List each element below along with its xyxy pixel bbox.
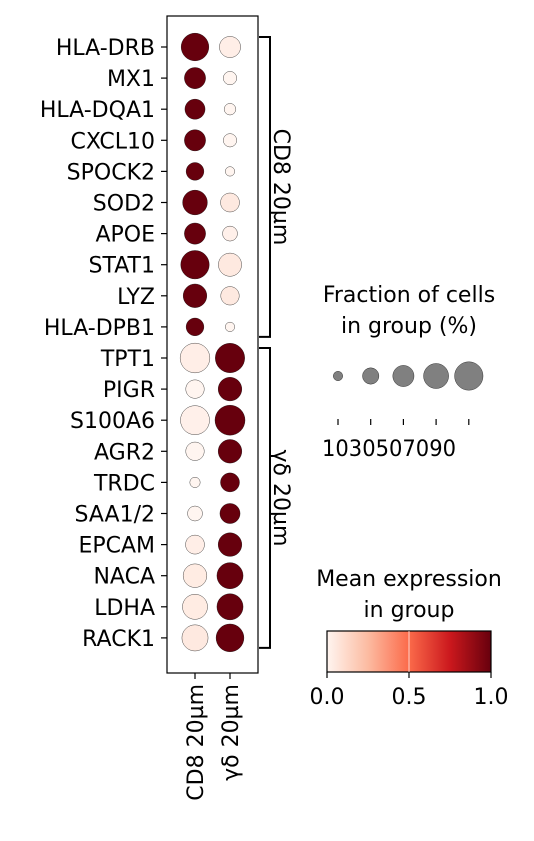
bracket-1	[259, 347, 271, 649]
dot-trdc-1	[220, 472, 240, 493]
size-legend-labels: 1030507090	[322, 437, 456, 462]
dot-naca-0	[183, 563, 207, 588]
gene-label: SOD2	[93, 192, 155, 217]
gene-label: EPCAM	[78, 534, 155, 559]
dot-epcam-1	[218, 532, 242, 557]
dot-hla-dpb1-1	[225, 321, 235, 332]
dot-stat1-0	[180, 250, 210, 280]
dot-hla-dqa1-1	[224, 103, 236, 116]
size-legend-dot	[333, 371, 343, 381]
group-label: γδ 20µm	[219, 684, 244, 781]
colorbar-tick-label: 1.0	[474, 685, 509, 710]
gene-label: HLA-DQA1	[40, 98, 155, 123]
gene-label: S100A6	[70, 409, 155, 434]
dot-pigr-1	[218, 377, 242, 402]
size-legend-title-line1: Fraction of cells	[323, 283, 495, 308]
dot-sod2-1	[220, 192, 240, 213]
gene-label: SPOCK2	[67, 160, 155, 185]
dot-tpt1-1	[215, 343, 245, 373]
size-legend-dot	[423, 363, 449, 389]
gene-label: SAA1/2	[75, 503, 156, 528]
size-legend-dot	[392, 365, 415, 387]
dot-epcam-0	[185, 534, 205, 555]
gene-label: APOE	[95, 223, 155, 248]
color-legend-title-line2: in group	[364, 598, 455, 623]
bracket-0	[259, 36, 271, 338]
dot-spock2-1	[225, 166, 235, 177]
dot-trdc-0	[189, 477, 201, 488]
gene-group-brackets: CD8 20µm γδ 20µm	[259, 36, 293, 649]
bracket-label-1: γδ 20µm	[268, 449, 293, 546]
size-legend-dot	[362, 367, 380, 385]
dot-lyz-1	[220, 286, 240, 306]
dots-layer	[179, 32, 246, 652]
dot-mx1-1	[223, 71, 237, 85]
dot-pigr-0	[185, 379, 205, 399]
dot-cxcl10-0	[184, 129, 206, 152]
gene-label: LYZ	[117, 285, 155, 310]
dot-saa1-2-0	[187, 505, 203, 522]
dot-hla-dpb1-0	[185, 317, 205, 336]
dot-ldha-0	[182, 594, 208, 620]
dot-hla-drb-0	[180, 32, 210, 62]
dot-naca-1	[216, 562, 244, 589]
dot-ldha-1	[216, 593, 244, 621]
dot-spock2-0	[185, 162, 205, 181]
dot-rack1-1	[215, 623, 245, 652]
size-legend-title-line2: in group (%)	[341, 314, 477, 339]
gene-label: HLA-DPB1	[44, 316, 155, 341]
dot-mx1-0	[184, 67, 206, 89]
gene-label: STAT1	[89, 254, 155, 279]
dot-hla-drb-1	[219, 36, 241, 58]
size-legend-dot	[454, 361, 484, 391]
dot-s100a6-0	[180, 405, 210, 435]
bracket-label-0: CD8 20µm	[268, 129, 293, 246]
dot-saa1-2-1	[219, 503, 241, 524]
plot-frame	[166, 15, 259, 674]
dot-sod2-0	[182, 189, 208, 216]
size-legend: Fraction of cells in group (%) 103050709…	[322, 283, 495, 462]
dot-agr2-0	[185, 441, 205, 461]
dot-apoe-0	[184, 222, 206, 245]
group-label: CD8 20µm	[184, 684, 209, 801]
gene-label: LDHA	[94, 596, 155, 621]
colorbar-tick-label: 0.5	[392, 685, 427, 710]
dot-lyz-0	[183, 283, 207, 308]
dot-hla-dqa1-0	[184, 98, 206, 120]
group-labels: CD8 20µm γδ 20µm	[184, 673, 244, 801]
gene-label: MX1	[107, 67, 155, 92]
gene-label: TRDC	[93, 471, 155, 496]
dot-stat1-1	[218, 252, 242, 277]
color-legend-title-line1: Mean expression	[316, 567, 502, 592]
gene-label: NACA	[93, 565, 155, 590]
colorbar-tick-label: 0.0	[310, 685, 345, 710]
dot-agr2-1	[218, 439, 242, 464]
gene-label: AGR2	[94, 440, 155, 465]
gene-label: PIGR	[103, 378, 155, 403]
dot-rack1-0	[181, 624, 209, 652]
dot-tpt1-0	[179, 342, 211, 374]
dot-apoe-1	[222, 225, 238, 242]
gene-labels: HLA-DRB MX1 HLA-DQA1 CXCL10 SPOCK2 SOD2 APOE ST…	[40, 36, 167, 652]
dot-cxcl10-1	[223, 133, 237, 148]
gene-label: HLA-DRB	[56, 36, 155, 61]
gene-label: TPT1	[100, 347, 155, 372]
color-legend: Mean expression in group 0.0 0.5 1.0	[310, 567, 509, 710]
size-legend-marks: 1030507090	[322, 361, 484, 462]
gene-label: RACK1	[82, 627, 155, 652]
dot-s100a6-1	[214, 405, 246, 436]
gene-label: CXCL10	[71, 129, 155, 154]
colorbar-ticks: 0.0 0.5 1.0	[310, 672, 509, 710]
